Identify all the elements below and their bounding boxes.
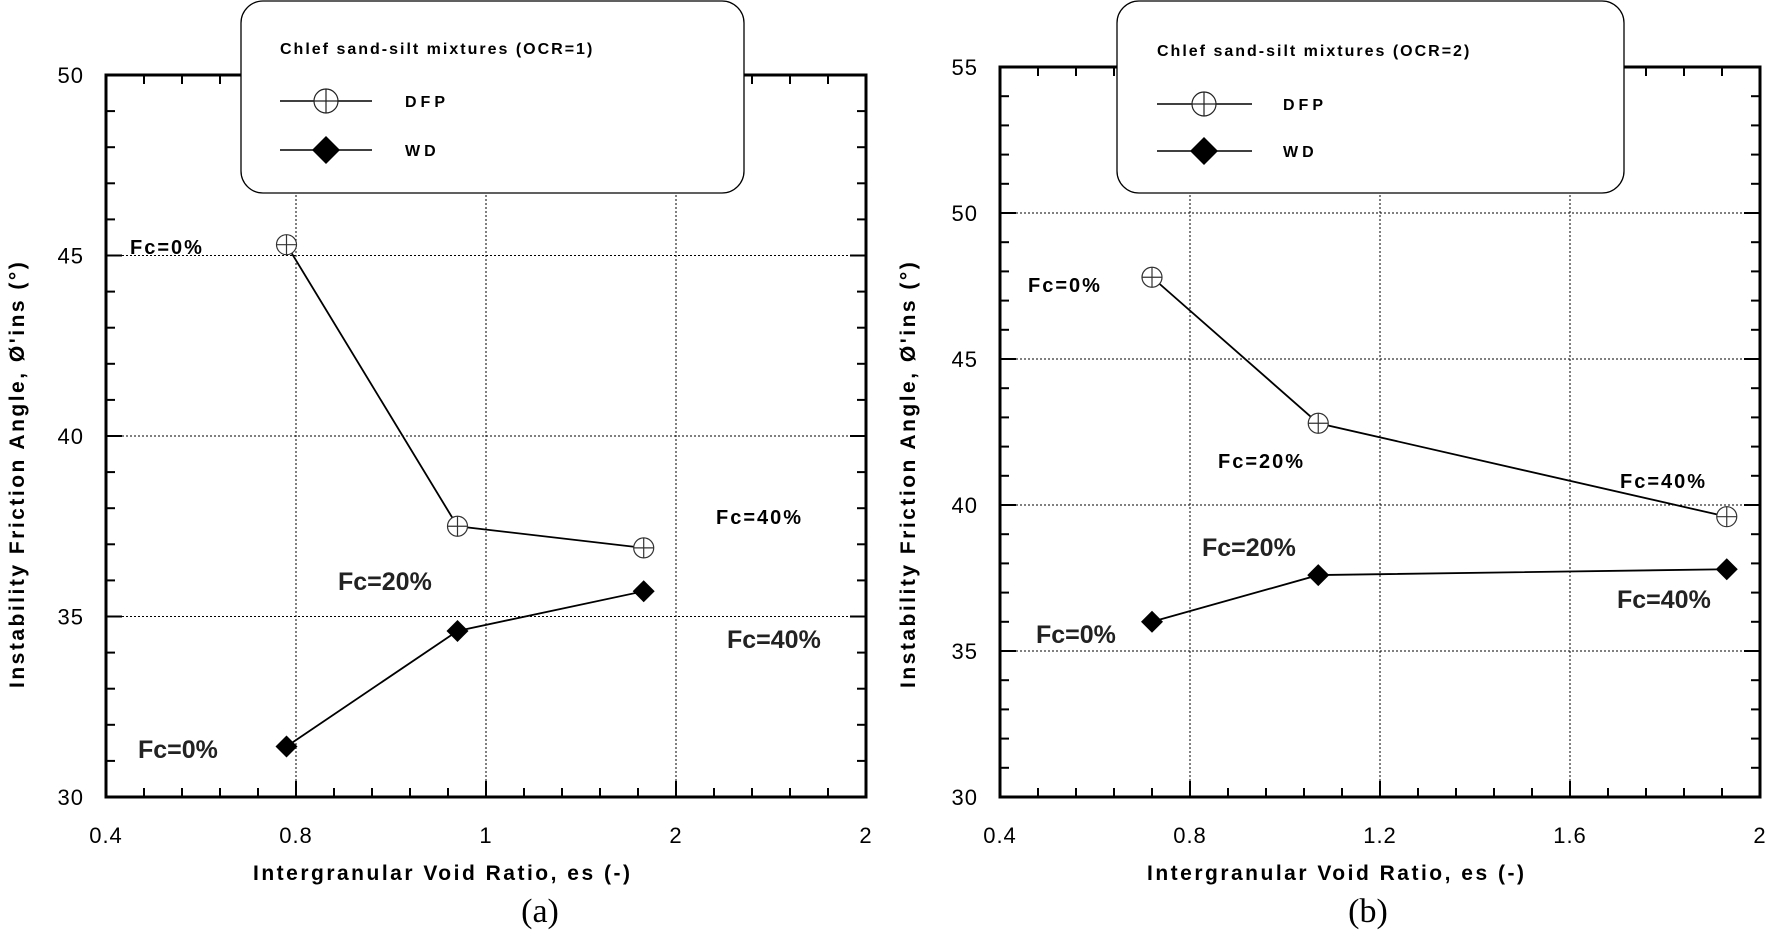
panel-b-dfp-point	[1716, 506, 1738, 528]
panel-b-x-tick-label: 1.6	[1553, 823, 1587, 848]
panel-a-x-tick-label: 2	[669, 823, 682, 848]
panel-a-y-tick-labels: 30 35 40 45 50	[58, 63, 84, 810]
panel-a-wd-point	[632, 580, 655, 603]
panel-a-legend: Chlef sand-silt mixtures (OCR=1) DFP WD	[240, 0, 745, 194]
panel-a-legend-dfp-label: DFP	[405, 94, 449, 111]
panel-a-x-tick-labels: 0.4 0.8 1 2 2	[89, 823, 872, 848]
panel-a-dfp-point	[446, 515, 469, 537]
panel-a-y-tick-label: 40	[58, 424, 84, 449]
panel-b-wd-label-fc40: Fc=40%	[1617, 586, 1711, 614]
panel-b-y-axis-title: Instability Friction Angle, Ø'ins (°)	[897, 260, 920, 688]
panel-b-y-tick-label: 35	[952, 639, 978, 664]
panel-b-dfp-label-fc0: Fc=0%	[1028, 275, 1102, 297]
panel-b-y-tick-label: 40	[952, 493, 978, 518]
panel-b-y-tick-labels: 30 35 40 45 50 55	[952, 55, 978, 810]
panel-a-dfp-line	[285, 244, 644, 549]
panel-b-legend-dfp-label: DFP	[1283, 97, 1327, 114]
panel-a-y-tick-label: 50	[58, 63, 84, 88]
panel-a-legend-wd-label: WD	[405, 143, 440, 160]
panel-b-legend: Chlef sand-silt mixtures (OCR=2) DFP WD	[1116, 0, 1625, 194]
panel-b-x-tick-label: 1.2	[1363, 823, 1397, 848]
panel-b-legend-wd-marker	[1190, 137, 1218, 165]
panel-b-legend-wd-label: WD	[1283, 144, 1318, 161]
panel-b-wd-label-fc20: Fc=20%	[1202, 534, 1296, 562]
panel-b-y-tick-label: 50	[952, 201, 978, 226]
panel-b-wd-point	[1141, 610, 1163, 633]
panel-a-wd-label-fc0: Fc=0%	[138, 736, 218, 764]
panel-a-wd-line	[285, 590, 644, 748]
panel-a-dfp-point	[633, 537, 655, 559]
panel-a-x-tick-label: 1	[479, 823, 492, 848]
panel-a: 30 35 40 45 50 0.4 0.8 1 2 2 Intergranular Void …	[6, 0, 872, 930]
panel-a-x-axis-title: Intergranular Void Ratio, es (-)	[253, 862, 632, 885]
panel-b-wd-point	[1715, 558, 1738, 581]
panel-b-series	[1141, 266, 1738, 633]
panel-b-x-tick-label: 2	[1753, 823, 1765, 848]
panel-a-gridlines	[106, 75, 866, 797]
panel-a-dfp-label-fc0: Fc=0%	[130, 237, 204, 259]
panel-a-series	[275, 234, 655, 758]
panel-b-dfp-label-fc40: Fc=40%	[1620, 471, 1707, 493]
panel-b-y-tick-label: 55	[952, 55, 978, 80]
panel-a-y-tick-label: 35	[58, 605, 84, 630]
panel-b-x-tick-labels: 0.4 0.8 1.2 1.6 2	[983, 823, 1765, 848]
panel-a-y-tick-label: 30	[58, 785, 84, 810]
panel-b-label: (b)	[1348, 893, 1388, 930]
panel-b-legend-dfp-marker	[1191, 91, 1217, 117]
panel-b: 30 35 40 45 50 55 0.4 0.8 1.2 1.6 2 Intergranular…	[897, 0, 1765, 930]
panel-a-x-tick-label: 2	[859, 823, 872, 848]
panel-a-legend-box	[240, 0, 745, 194]
panel-b-dfp-point	[1307, 412, 1329, 434]
panel-b-wd-point	[1307, 564, 1330, 587]
panel-a-label: (a)	[521, 893, 559, 930]
panel-b-wd-label-fc0: Fc=0%	[1036, 621, 1116, 649]
panel-b-dfp-label-fc20: Fc=20%	[1218, 451, 1305, 473]
panel-a-y-tick-label: 45	[58, 244, 84, 269]
panel-a-dfp-label-fc40: Fc=40%	[716, 507, 803, 529]
panel-b-x-tick-label: 0.8	[1173, 823, 1207, 848]
panel-b-dfp-point	[1141, 266, 1163, 288]
panel-b-legend-title: Chlef sand-silt mixtures (OCR=2)	[1157, 43, 1471, 60]
panel-b-y-tick-label: 45	[952, 347, 978, 372]
panel-a-wd-label-fc40: Fc=40%	[727, 626, 821, 654]
panel-a-x-tick-label: 0.8	[279, 823, 313, 848]
panel-b-x-tick-label: 0.4	[983, 823, 1017, 848]
panel-b-y-tick-label: 30	[952, 785, 978, 810]
panel-b-wd-label-fc0-backdrop	[1032, 618, 1140, 650]
panel-a-x-tick-label: 0.4	[89, 823, 123, 848]
panel-a-legend-dfp-marker	[313, 88, 339, 114]
panel-a-y-axis-title: Instability Friction Angle, Ø'ins (°)	[6, 260, 29, 688]
panel-a-dfp-label-fc20: Fc=20%	[338, 568, 432, 596]
panel-a-wd-point	[446, 619, 469, 642]
panel-b-legend-box	[1116, 0, 1625, 194]
panel-a-legend-wd-marker	[312, 136, 340, 164]
panel-a-legend-title: Chlef sand-silt mixtures (OCR=1)	[280, 41, 594, 58]
panel-a-dfp-point	[275, 234, 298, 256]
panel-a-wd-point	[275, 735, 298, 758]
panel-b-x-axis-title: Intergranular Void Ratio, es (-)	[1147, 862, 1526, 885]
